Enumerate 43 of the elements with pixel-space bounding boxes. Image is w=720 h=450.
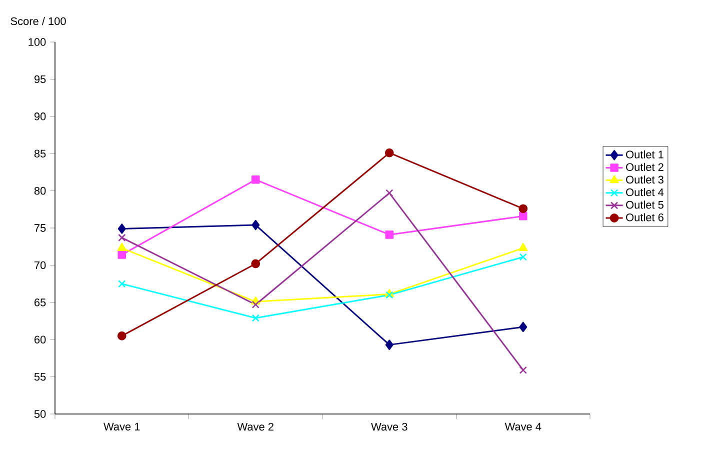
point [385, 340, 394, 350]
point [518, 242, 528, 251]
point [251, 259, 260, 268]
legend-label: Outlet 2 [626, 162, 664, 171]
point [252, 314, 260, 322]
legend-label: Outlet 1 [626, 150, 664, 158]
point [519, 253, 527, 261]
x-tick-label: Wave 3 [371, 422, 408, 431]
point [518, 204, 528, 214]
y-tick-label: 90 [34, 112, 46, 120]
legend-label: Outlet 3 [626, 175, 664, 184]
point [252, 220, 260, 230]
y-tick-label: 75 [34, 224, 46, 232]
point [117, 242, 126, 251]
y-tick-label: 95 [34, 75, 46, 84]
point [519, 366, 527, 374]
y-tick-label: 100 [28, 38, 46, 46]
legend-label: Outlet 6 [626, 213, 664, 222]
point [251, 175, 260, 184]
point [519, 322, 528, 332]
point [118, 250, 126, 259]
legend-label: Outlet 4 [626, 188, 664, 196]
point [385, 230, 394, 239]
point [518, 212, 528, 220]
y-tick-label: 85 [34, 150, 46, 158]
legend-label: Outlet 5 [626, 200, 664, 209]
point [118, 234, 126, 242]
y-tick-label: 60 [34, 336, 46, 344]
x-tick-label: Wave 4 [504, 422, 542, 430]
x-tick-label: Wave 2 [237, 422, 274, 431]
point [384, 148, 394, 158]
point [386, 189, 394, 197]
y-tick-label: 65 [34, 298, 46, 306]
y-tick-label: 70 [34, 261, 46, 270]
y-tick-label: 50 [34, 410, 46, 418]
y-axis-title: Score / 100 [10, 17, 66, 26]
point [118, 224, 126, 234]
x-tick-label: Wave 1 [104, 422, 140, 430]
y-tick-label: 80 [34, 186, 46, 195]
point [117, 331, 126, 340]
y-tick-label: 55 [34, 372, 46, 381]
point [118, 280, 126, 288]
point [252, 300, 260, 308]
